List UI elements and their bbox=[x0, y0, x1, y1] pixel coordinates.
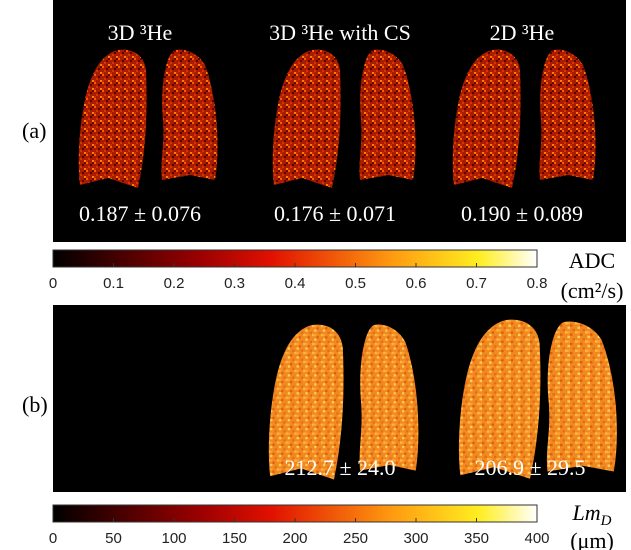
tick-label: 350 bbox=[464, 530, 489, 547]
stat: 0.176 ± 0.071 bbox=[274, 201, 396, 226]
tick-label: 300 bbox=[403, 530, 428, 547]
panel-label: (b) bbox=[22, 392, 48, 417]
tick-label: 0.7 bbox=[466, 275, 487, 292]
tick-label: 150 bbox=[222, 530, 247, 547]
colorbar-title-sub: D bbox=[600, 513, 612, 529]
column-title: 3D ³He bbox=[108, 20, 173, 45]
tick-label: 50 bbox=[105, 530, 122, 547]
stat: 212.7 ± 24.0 bbox=[284, 455, 395, 480]
colorbar-unit: (μm) bbox=[570, 528, 614, 550]
tick-label: 0.4 bbox=[285, 275, 306, 292]
tick-label: 0.3 bbox=[224, 275, 245, 292]
tick-label: 0.8 bbox=[527, 275, 548, 292]
colorbar-unit: (cm²/s) bbox=[561, 278, 624, 303]
tick-label: 250 bbox=[343, 530, 368, 547]
colorbar-title: ADC bbox=[569, 248, 615, 273]
colorbar-title: LmD bbox=[572, 500, 612, 529]
tick-label: 0.5 bbox=[345, 275, 366, 292]
tick-label: 400 bbox=[524, 530, 549, 547]
tick-label: 0.1 bbox=[103, 275, 124, 292]
figure: (a) 3D ³He 3D ³He with CS 2D ³He 0.187 ±… bbox=[0, 0, 631, 550]
tick-label: 0.6 bbox=[406, 275, 427, 292]
tick-label: 0 bbox=[49, 275, 57, 292]
column-title: 3D ³He with CS bbox=[269, 20, 411, 45]
column-title: 2D ³He bbox=[490, 20, 555, 45]
tick-label: 200 bbox=[282, 530, 307, 547]
colorbar-title-base: Lm bbox=[572, 500, 601, 525]
stat: 206.9 ± 29.5 bbox=[474, 455, 585, 480]
stat: 0.187 ± 0.076 bbox=[79, 201, 201, 226]
panel-label: (a) bbox=[22, 118, 46, 143]
tick-label: 0.2 bbox=[164, 275, 185, 292]
stat: 0.190 ± 0.089 bbox=[461, 201, 583, 226]
tick-label: 100 bbox=[161, 530, 186, 547]
tick-label: 0 bbox=[49, 530, 57, 547]
